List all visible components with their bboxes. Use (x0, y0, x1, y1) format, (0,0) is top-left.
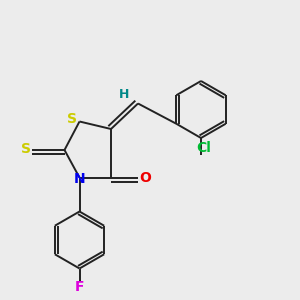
Text: Cl: Cl (196, 141, 211, 155)
Text: S: S (67, 112, 77, 126)
Text: N: N (74, 172, 85, 186)
Text: S: S (21, 142, 31, 156)
Text: O: O (140, 171, 152, 184)
Text: H: H (119, 88, 130, 101)
Text: F: F (75, 280, 84, 294)
